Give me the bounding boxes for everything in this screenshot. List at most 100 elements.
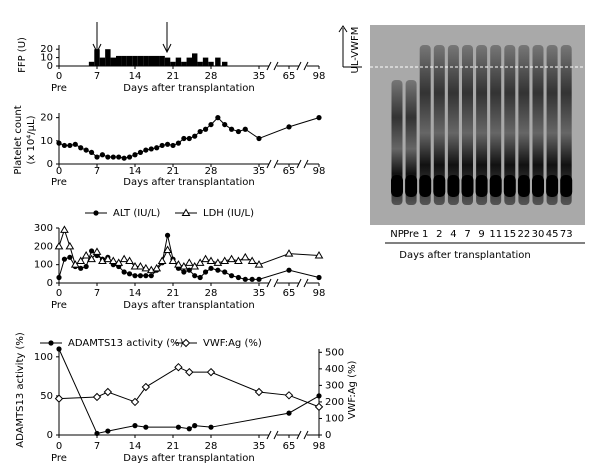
point: [181, 135, 187, 142]
y2-tick-label: 0: [325, 430, 331, 441]
point: [192, 133, 198, 139]
point: [119, 254, 129, 263]
x-tick-label: 98: [313, 288, 326, 299]
gel-lane: [433, 45, 445, 205]
point: [286, 124, 292, 130]
bar: [164, 57, 171, 66]
bar: [99, 57, 106, 66]
y-axis-label: (x 10⁴/μL): [26, 115, 37, 164]
gel-lane: [532, 45, 544, 205]
bar: [175, 57, 182, 66]
x-tick-label: 14: [129, 441, 142, 452]
point: [141, 263, 151, 272]
point: [220, 256, 230, 264]
y2-tick-label: 200: [325, 397, 344, 408]
gel-lane: [391, 80, 403, 205]
point: [67, 254, 73, 260]
bar: [148, 55, 154, 66]
x-tick-label: 0: [56, 288, 62, 299]
lane-label: 22: [518, 229, 531, 240]
point: [137, 149, 144, 156]
x-tick-label: 21: [167, 288, 180, 299]
point: [163, 245, 172, 253]
lane-label: 4: [450, 229, 456, 240]
point: [159, 142, 165, 149]
point: [136, 262, 145, 270]
lane-label: 11: [489, 229, 502, 240]
point: [108, 256, 118, 264]
bar: [94, 49, 100, 66]
point: [54, 394, 64, 403]
gel-band: [419, 175, 432, 197]
x-tick-label: 35: [253, 71, 266, 82]
point: [148, 146, 154, 152]
pre-label: Pre: [51, 453, 67, 464]
point: [286, 267, 292, 273]
gel-band: [461, 175, 474, 197]
point: [170, 142, 176, 149]
axis-break: [266, 61, 309, 71]
bar: [110, 57, 116, 66]
y-axis-label: FFP (U): [17, 37, 28, 73]
y-tick-label: 10: [40, 136, 53, 147]
point: [174, 260, 183, 268]
x-tick-label: 7: [94, 441, 100, 452]
point: [215, 115, 221, 121]
point: [56, 140, 62, 146]
bar: [105, 49, 111, 66]
point: [105, 154, 111, 160]
point: [197, 128, 203, 135]
y-tick-label: 0: [47, 159, 53, 170]
point: [154, 145, 160, 151]
gel-band: [433, 175, 446, 197]
gel-lane: [476, 45, 488, 205]
y2-tick-label: 500: [325, 347, 344, 358]
point: [254, 260, 264, 268]
point: [92, 247, 102, 255]
point: [181, 269, 187, 275]
x-tick-label: 28: [205, 288, 218, 299]
point: [116, 154, 122, 160]
point: [227, 254, 236, 263]
bar: [222, 61, 228, 66]
point: [130, 397, 140, 407]
point: [222, 269, 228, 275]
point: [78, 145, 84, 151]
point: [56, 346, 62, 352]
point: [76, 256, 86, 264]
point: [152, 263, 162, 272]
point: [284, 249, 294, 257]
y-tick-label: 300: [34, 223, 53, 234]
bar: [215, 57, 221, 66]
point: [206, 256, 216, 264]
point: [88, 248, 95, 254]
point: [61, 256, 68, 262]
y-tick-label: 200: [34, 241, 53, 252]
gel-lanes: [391, 45, 573, 205]
gel-lane: [419, 45, 431, 205]
legend-marker: [181, 338, 191, 348]
axis-break: [266, 159, 309, 169]
gel-band: [532, 175, 544, 197]
legend-label: ADAMTS13 activity (%): [68, 338, 184, 349]
point: [316, 115, 322, 121]
y-tick-label: 100: [34, 260, 53, 271]
point: [192, 273, 198, 279]
point: [164, 141, 171, 147]
pre-label: Pre: [51, 83, 67, 94]
x-tick-label: 0: [56, 71, 62, 82]
x-tick-label: 65: [283, 441, 296, 452]
x-axis-label: Days after transplantation: [123, 83, 254, 94]
point: [242, 276, 248, 282]
gel-lane: [490, 45, 502, 205]
y-axis-label: Platelet count: [13, 105, 24, 174]
point: [125, 256, 134, 264]
y-tick-label: 20: [40, 113, 53, 124]
bar: [88, 61, 95, 66]
x-tick-label: 65: [283, 71, 296, 82]
y2-tick-label: 400: [325, 364, 344, 375]
y2-axis-label: VWF:Ag (%): [347, 361, 358, 420]
point: [103, 387, 113, 397]
point: [92, 392, 102, 402]
point: [70, 260, 80, 268]
